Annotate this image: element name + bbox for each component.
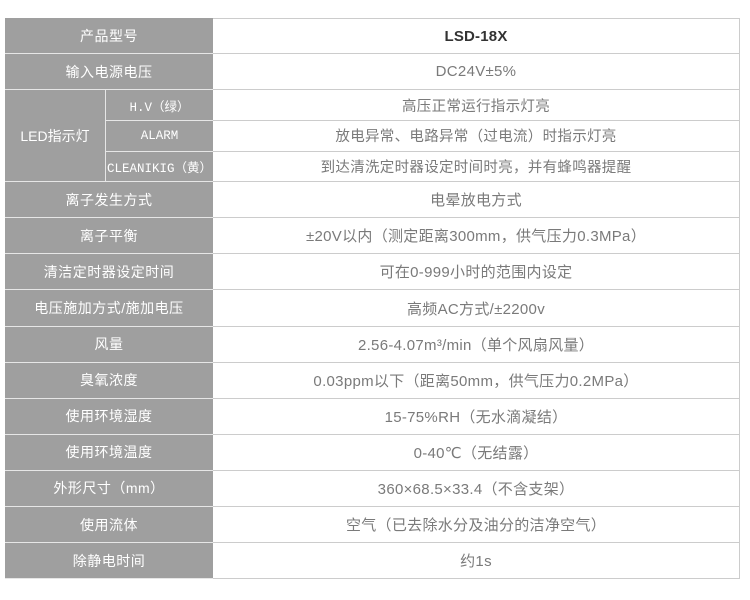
row-value: ±20V以内（测定距离300mm，供气压力0.3MPa） [213, 218, 740, 255]
led-sub-rows: H.V（绿） 高压正常运行指示灯亮 ALARM 放电异常、电路异常（过电流）时指… [105, 90, 740, 183]
spec-row-cleaning-timer: 清洁定时器设定时间 可在0-999小时的范围内设定 [5, 254, 740, 291]
row-value: 360×68.5×33.4（不含支架） [213, 470, 740, 508]
led-sub-label: CLEANIKIG（黄） [105, 151, 213, 183]
row-label: 离子发生方式 [5, 182, 213, 219]
row-value: 高压正常运行指示灯亮 [213, 90, 740, 121]
spec-row-fluid: 使用流体 空气（已去除水分及油分的洁净空气） [5, 507, 740, 544]
row-value: 15-75%RH（无水滴凝结） [213, 398, 740, 435]
row-value: LSD-18X [213, 18, 740, 55]
spec-row-ozone-concentration: 臭氧浓度 0.03ppm以下（距离50mm，供气压力0.2MPa） [5, 362, 740, 399]
row-value: 空气（已去除水分及油分的洁净空气） [213, 507, 740, 544]
spec-row-applied-voltage: 电压施加方式/施加电压 高频AC方式/±2200v [5, 290, 740, 327]
row-label: 使用环境湿度 [5, 398, 213, 435]
row-label: 风量 [5, 326, 213, 363]
product-spec-table: 产品型号 LSD-18X 输入电源电压 DC24V±5% LED指示灯 H.V（… [5, 18, 740, 580]
row-label: 使用流体 [5, 507, 213, 544]
spec-row-ion-balance: 离子平衡 ±20V以内（测定距离300mm，供气压力0.3MPa） [5, 218, 740, 255]
spec-row-ion-generation: 离子发生方式 电晕放电方式 [5, 182, 740, 219]
row-value: 约1s [213, 543, 740, 580]
spec-row-discharge-time: 除静电时间 约1s [5, 543, 740, 580]
row-value: DC24V±5% [213, 54, 740, 91]
row-value: 放电异常、电路异常（过电流）时指示灯亮 [213, 120, 740, 152]
row-label: 离子平衡 [5, 218, 213, 255]
spec-row-operating-humidity: 使用环境湿度 15-75%RH（无水滴凝结） [5, 398, 740, 435]
spec-row-operating-temperature: 使用环境温度 0-40℃（无结露） [5, 434, 740, 471]
row-value: 0-40℃（无结露） [213, 434, 740, 471]
row-value: 高频AC方式/±2200v [213, 290, 740, 327]
row-label: 使用环境温度 [5, 434, 213, 471]
spec-row-product-model: 产品型号 LSD-18X [5, 18, 740, 55]
row-label: 产品型号 [5, 18, 213, 55]
spec-row-air-volume: 风量 2.56-4.07m³/min（单个风扇风量） [5, 326, 740, 363]
led-sub-row-hv: H.V（绿） 高压正常运行指示灯亮 [105, 90, 740, 121]
led-group-label: LED指示灯 [5, 90, 105, 183]
led-sub-row-alarm: ALARM 放电异常、电路异常（过电流）时指示灯亮 [105, 120, 740, 152]
led-sub-label: ALARM [105, 120, 213, 152]
led-sub-row-cleaning: CLEANIKIG（黄） 到达清洗定时器设定时间时亮，并有蜂鸣器提醒 [105, 151, 740, 183]
row-label: 臭氧浓度 [5, 362, 213, 399]
row-value: 电晕放电方式 [213, 182, 740, 219]
row-value: 到达清洗定时器设定时间时亮，并有蜂鸣器提醒 [213, 151, 740, 183]
row-value: 0.03ppm以下（距离50mm，供气压力0.2MPa） [213, 362, 740, 399]
spec-row-led-indicators: LED指示灯 H.V（绿） 高压正常运行指示灯亮 ALARM 放电异常、电路异常… [5, 90, 740, 183]
spec-row-dimensions: 外形尺寸（mm） 360×68.5×33.4（不含支架） [5, 470, 740, 508]
spec-row-input-voltage: 输入电源电压 DC24V±5% [5, 54, 740, 91]
row-label: 外形尺寸（mm） [5, 470, 213, 508]
row-label: 除静电时间 [5, 543, 213, 580]
row-label: 电压施加方式/施加电压 [5, 290, 213, 327]
row-value: 可在0-999小时的范围内设定 [213, 254, 740, 291]
row-value: 2.56-4.07m³/min（单个风扇风量） [213, 326, 740, 363]
row-label: 输入电源电压 [5, 54, 213, 91]
row-label: 清洁定时器设定时间 [5, 254, 213, 291]
led-sub-label: H.V（绿） [105, 90, 213, 121]
